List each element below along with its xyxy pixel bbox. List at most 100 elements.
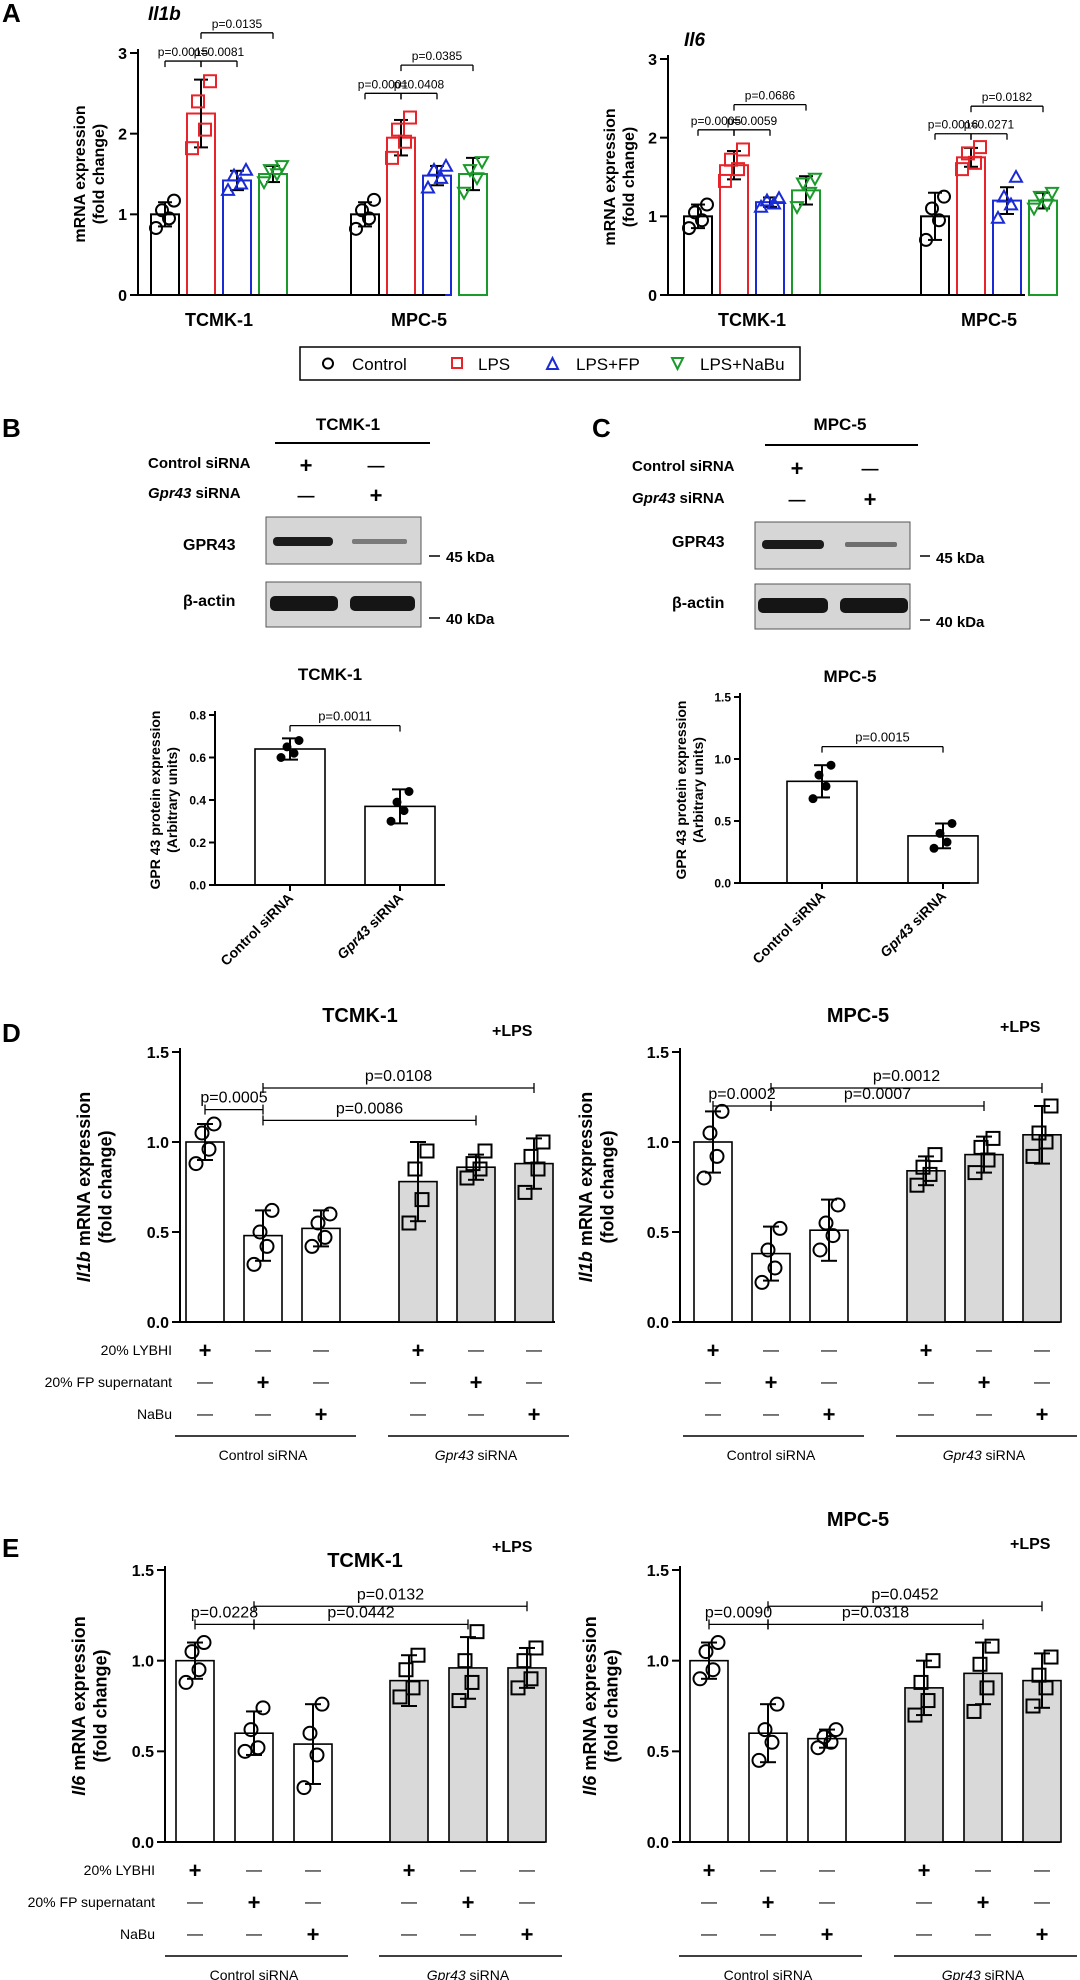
y-tick-label: 0 bbox=[118, 288, 127, 305]
y-axis-label-line: (Arbitrary units) bbox=[164, 747, 180, 853]
data-point bbox=[355, 203, 369, 218]
y-tick-label: 0.6 bbox=[189, 751, 206, 765]
data-point bbox=[830, 1197, 846, 1213]
data-point bbox=[407, 1161, 423, 1177]
data-point bbox=[403, 110, 417, 125]
data-point bbox=[1044, 186, 1060, 201]
data-point bbox=[259, 1238, 275, 1254]
data-point bbox=[203, 74, 217, 89]
data-point bbox=[1043, 1649, 1059, 1665]
y-axis-label: mRNA expression (fold change) bbox=[72, 105, 108, 242]
panel-label-d: D bbox=[2, 1018, 21, 1048]
p-value-bracket-label: p=0.0135 bbox=[212, 17, 263, 31]
chart-title: TCMK-1 bbox=[322, 1005, 398, 1027]
data-point bbox=[451, 1693, 467, 1709]
data-point bbox=[751, 1752, 767, 1768]
data-point bbox=[419, 1143, 435, 1159]
y-axis-label: Il6 mRNA expression(fold change) bbox=[580, 1616, 622, 1795]
treatment-row-label: NaBu bbox=[137, 1406, 172, 1422]
treatment-plus: + bbox=[412, 1338, 425, 1363]
data-point bbox=[420, 179, 436, 194]
legend-label-lps-fp: LPS+FP bbox=[576, 355, 640, 374]
data-point bbox=[1008, 168, 1024, 183]
data-point bbox=[426, 161, 442, 176]
data-point bbox=[516, 1653, 532, 1669]
y-axis-label-line: (fold change) bbox=[598, 1131, 618, 1244]
data-point bbox=[392, 797, 402, 807]
blot-b-band2-lane1 bbox=[270, 596, 338, 611]
data-point bbox=[972, 1656, 988, 1672]
data-point bbox=[818, 1215, 834, 1231]
p-value-bracket-label: p=0.0005 bbox=[200, 1090, 267, 1107]
data-point bbox=[309, 1747, 325, 1763]
blot-c-band1-label: GPR43 bbox=[672, 534, 725, 551]
treatment-minus: — bbox=[975, 1926, 991, 1943]
data-point bbox=[1039, 198, 1055, 213]
data-point bbox=[1032, 190, 1048, 205]
group-label-gpr43-italic: Gpr43 bbox=[427, 1967, 466, 1980]
treatment-plus: + bbox=[918, 1858, 931, 1883]
blot-b-minus-2: — bbox=[298, 486, 315, 505]
data-point bbox=[973, 1139, 989, 1155]
treatment-plus: + bbox=[703, 1858, 716, 1883]
y-axis-label: Il1b mRNA expression(fold change) bbox=[576, 1092, 618, 1282]
blot-b: TCMK-1 Control siRNA Gpr43 siRNA + — — +… bbox=[148, 415, 495, 628]
data-point bbox=[464, 1674, 480, 1690]
treatment-minus: — bbox=[187, 1926, 203, 1943]
data-point bbox=[314, 1696, 330, 1712]
y-tick-label: 0.5 bbox=[147, 1225, 169, 1242]
data-point bbox=[984, 1638, 1000, 1654]
p-value-bracket-label: p=0.0452 bbox=[871, 1586, 938, 1603]
treatment-minus: — bbox=[763, 1342, 779, 1359]
treatment-minus: — bbox=[246, 1862, 262, 1879]
p-value-bracket-label: p=0.0015 bbox=[855, 730, 910, 745]
data-point bbox=[764, 1734, 780, 1750]
data-point bbox=[807, 172, 823, 187]
treatment-minus: — bbox=[468, 1406, 484, 1423]
data-point bbox=[220, 182, 236, 196]
data-point bbox=[188, 1156, 204, 1172]
blot-b-plus-1: + bbox=[300, 453, 313, 478]
treatment-minus: — bbox=[918, 1374, 934, 1391]
x-group-label: MPC-5 bbox=[961, 310, 1017, 330]
data-point bbox=[226, 167, 242, 182]
data-point bbox=[913, 1674, 929, 1690]
p-value-bracket-label: p=0.0015 bbox=[158, 45, 209, 59]
data-point bbox=[465, 1156, 481, 1172]
data-point bbox=[264, 1202, 280, 1218]
p-value-bracket-label: p=0.0005 bbox=[691, 114, 742, 128]
data-point bbox=[772, 1220, 788, 1236]
data-point bbox=[724, 152, 738, 167]
bar-Control siRNA: 20% LYBHI bbox=[689, 1659, 729, 1843]
y-tick-label: 1.0 bbox=[132, 1653, 154, 1670]
blot-b-minus-1: — bbox=[368, 456, 385, 475]
group-label-gpr43-rest: siRNA bbox=[474, 1447, 518, 1463]
treatment-plus: + bbox=[977, 1890, 990, 1915]
blot-b-row2-italic: Gpr43 bbox=[148, 485, 192, 502]
legend: Control LPS LPS+FP LPS+NaBu bbox=[299, 346, 801, 381]
p-value-bracket-label: p=0.0007 bbox=[844, 1086, 911, 1103]
data-point bbox=[695, 213, 709, 228]
p-value-bracket-label: p=0.0090 bbox=[705, 1604, 772, 1621]
data-point bbox=[196, 1635, 212, 1651]
data-point bbox=[967, 1165, 983, 1181]
treatment-minus: — bbox=[410, 1406, 426, 1423]
treatment-minus: — bbox=[197, 1374, 213, 1391]
p-value-bracket-label: p=0.0408 bbox=[394, 77, 445, 91]
p-value-bracket-label: p=0.0011 bbox=[318, 709, 372, 724]
treatment-plus: + bbox=[307, 1922, 320, 1947]
treatment-plus: + bbox=[315, 1402, 328, 1427]
data-point bbox=[322, 1206, 338, 1222]
data-point bbox=[754, 1274, 770, 1290]
lps-label: +LPS bbox=[1000, 1019, 1041, 1036]
y-tick-label: 1.0 bbox=[647, 1653, 669, 1670]
treatment-minus: — bbox=[701, 1894, 717, 1911]
data-point bbox=[925, 201, 939, 216]
data-point bbox=[825, 1228, 841, 1244]
x-tick-label-rest: siRNA bbox=[362, 890, 406, 934]
y-axis-label-line: Il6 mRNA expression bbox=[580, 1616, 600, 1795]
treatment-minus: — bbox=[401, 1894, 417, 1911]
data-point bbox=[401, 1215, 417, 1231]
treatment-plus: + bbox=[821, 1922, 834, 1947]
y-axis-label-part: mRNA expression bbox=[580, 1616, 600, 1775]
